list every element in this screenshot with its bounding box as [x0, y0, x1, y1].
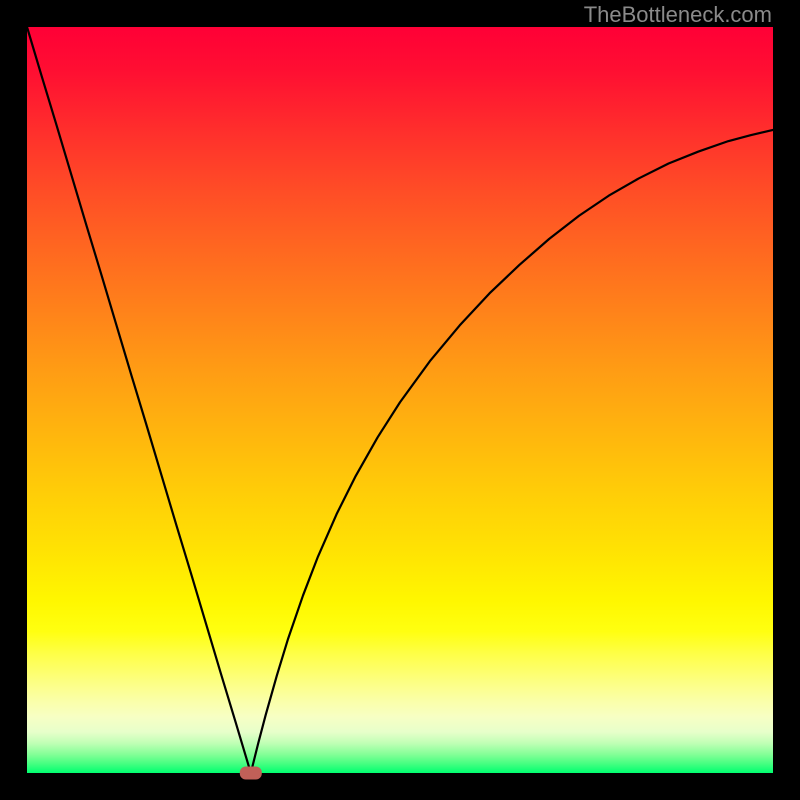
bottleneck-chart: TheBottleneck.com: [0, 0, 800, 800]
minimum-marker: [240, 767, 262, 780]
watermark-text: TheBottleneck.com: [584, 2, 772, 28]
chart-svg: [0, 0, 800, 800]
